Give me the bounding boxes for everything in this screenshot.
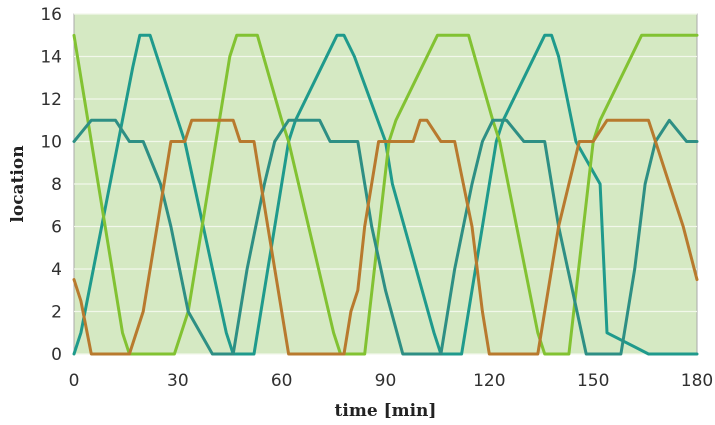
y-tick-label: 4 — [51, 260, 62, 280]
y-tick-label: 12 — [40, 90, 62, 110]
series-group — [72, 33, 699, 356]
x-tick-label: 180 — [681, 371, 713, 391]
y-tick-label: 0 — [51, 345, 62, 365]
series-line-4 — [72, 118, 699, 356]
y-tick-label: 14 — [40, 48, 62, 68]
y-axis-title: location — [8, 145, 28, 222]
y-tick-label: 2 — [51, 303, 62, 323]
y-tick-label: 8 — [51, 175, 62, 195]
series-line-3 — [72, 118, 699, 356]
x-tick-label: 30 — [167, 371, 189, 391]
y-axis: 0 2 4 6 8 10 12 14 16 — [40, 5, 62, 365]
y-tick-label: 6 — [51, 218, 62, 238]
x-tick-label: 120 — [473, 371, 505, 391]
y-tick-label: 16 — [40, 5, 62, 25]
x-axis-title: time [min] — [335, 401, 437, 421]
series-line-2 — [72, 33, 699, 356]
x-axis: 0 30 60 90 120 150 180 — [69, 371, 714, 391]
x-tick-label: 90 — [375, 371, 397, 391]
x-tick-label: 60 — [271, 371, 293, 391]
y-tick-label: 10 — [40, 133, 62, 153]
x-tick-label: 0 — [69, 371, 80, 391]
x-tick-label: 150 — [577, 371, 609, 391]
